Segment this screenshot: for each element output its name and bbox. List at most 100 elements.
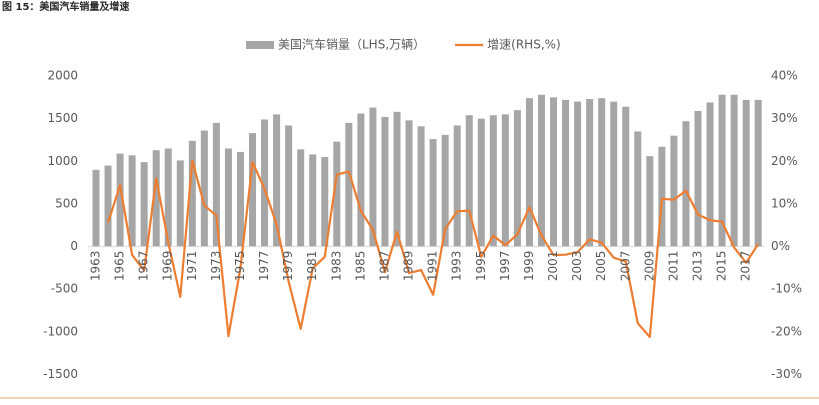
- x-tick-label: 1991: [426, 251, 440, 282]
- bar: [429, 139, 437, 247]
- x-tick-label: 1969: [161, 251, 175, 282]
- y2-tick-label: 30%: [771, 111, 798, 125]
- bar: [309, 154, 317, 247]
- x-tick-label: 2009: [642, 251, 656, 282]
- x-tick-label: 1963: [89, 251, 103, 282]
- bar: [104, 165, 112, 247]
- bar: [261, 119, 269, 247]
- bar: [236, 151, 244, 247]
- bar: [718, 94, 726, 247]
- bar: [670, 135, 678, 247]
- bar: [321, 157, 329, 247]
- x-tick-label: 2003: [570, 251, 584, 282]
- x-tick-label: 1989: [402, 251, 416, 282]
- x-tick-label: 1997: [498, 251, 512, 282]
- x-tick-label: 2011: [666, 251, 680, 282]
- bar: [513, 110, 521, 247]
- bar: [92, 169, 100, 247]
- bar: [586, 99, 594, 247]
- legend-label: 美国汽车销量（LHS,万辆）: [278, 37, 425, 52]
- y-tick-label: 2000: [47, 69, 78, 83]
- y2-tick-label: 0%: [771, 239, 790, 253]
- bar: [646, 156, 654, 247]
- bar: [381, 116, 389, 247]
- x-tick-label: 2015: [715, 251, 729, 282]
- x-tick-label: 1995: [474, 251, 488, 282]
- x-tick-label: 1993: [450, 251, 464, 282]
- bar: [405, 120, 413, 247]
- legend-swatch: [246, 41, 274, 49]
- bar: [694, 110, 702, 247]
- bar: [176, 160, 184, 247]
- bar: [574, 101, 582, 247]
- x-tick-label: 2007: [618, 251, 632, 282]
- bar: [285, 125, 293, 247]
- bar: [297, 149, 305, 247]
- y-tick-label: 500: [55, 196, 78, 210]
- header: 图 15：美国汽车销量及增速: [2, 0, 129, 13]
- x-tick-label: 1985: [353, 251, 367, 282]
- bar: [116, 153, 124, 247]
- x-tick-label: 1981: [305, 251, 319, 282]
- bar: [140, 162, 148, 247]
- y2-tick-label: 20%: [771, 154, 798, 168]
- y2-tick-label: 40%: [771, 69, 798, 83]
- bar: [249, 133, 257, 247]
- bar: [164, 148, 172, 247]
- legend-label: 增速(RHS,%): [487, 38, 561, 52]
- y2-tick-label: -30%: [771, 367, 802, 381]
- y2-tick-label: -20%: [771, 324, 802, 338]
- bar: [550, 97, 558, 247]
- y2-tick-label: 10%: [771, 196, 798, 210]
- line: [106, 159, 760, 339]
- bar: [477, 118, 485, 247]
- bar: [357, 113, 365, 247]
- y-tick-label: 1500: [47, 111, 78, 125]
- bar: [610, 101, 618, 247]
- bar: [634, 131, 642, 247]
- y-tick-label: -500: [51, 282, 78, 296]
- bar: [200, 130, 208, 247]
- y-tick-label: 0: [70, 239, 78, 253]
- bar: [224, 148, 232, 247]
- x-tick-label: 1979: [281, 251, 295, 282]
- bar: [128, 155, 136, 247]
- x-tick-label: 1999: [522, 251, 536, 282]
- bar: [152, 150, 160, 247]
- bar: [333, 141, 341, 247]
- bar: [754, 99, 762, 247]
- x-tick-label: 1973: [209, 251, 223, 282]
- bar: [212, 122, 220, 247]
- y-tick-label: 1000: [47, 154, 78, 168]
- x-tick-label: 1987: [377, 251, 391, 282]
- bar: [489, 115, 497, 247]
- bar: [525, 98, 533, 247]
- bar: [345, 122, 353, 247]
- bar: [706, 102, 714, 247]
- bar: [622, 106, 630, 247]
- bar: [417, 126, 425, 247]
- x-tick-label: 1971: [185, 251, 199, 282]
- y-tick-label: -1000: [43, 324, 78, 338]
- bar: [465, 115, 473, 247]
- bar: [562, 99, 570, 247]
- x-tick-label: 2013: [691, 251, 705, 282]
- bar: [393, 111, 401, 247]
- bar: [537, 94, 545, 247]
- bar: [453, 125, 461, 247]
- x-tick-label: 2001: [546, 251, 560, 282]
- bar: [501, 114, 509, 247]
- x-tick-label: 1977: [257, 251, 271, 282]
- bar: [742, 99, 750, 247]
- x-tick-label: 1965: [113, 251, 127, 282]
- bar: [730, 94, 738, 247]
- x-tick-label: 2017: [739, 251, 753, 282]
- x-tick-label: 2005: [594, 251, 608, 282]
- bar: [273, 114, 281, 247]
- x-tick-label: 1975: [233, 251, 247, 282]
- x-tick-label: 1967: [137, 251, 151, 282]
- y2-tick-label: -10%: [771, 282, 802, 296]
- y-tick-label: -1500: [43, 367, 78, 381]
- bar: [188, 140, 196, 247]
